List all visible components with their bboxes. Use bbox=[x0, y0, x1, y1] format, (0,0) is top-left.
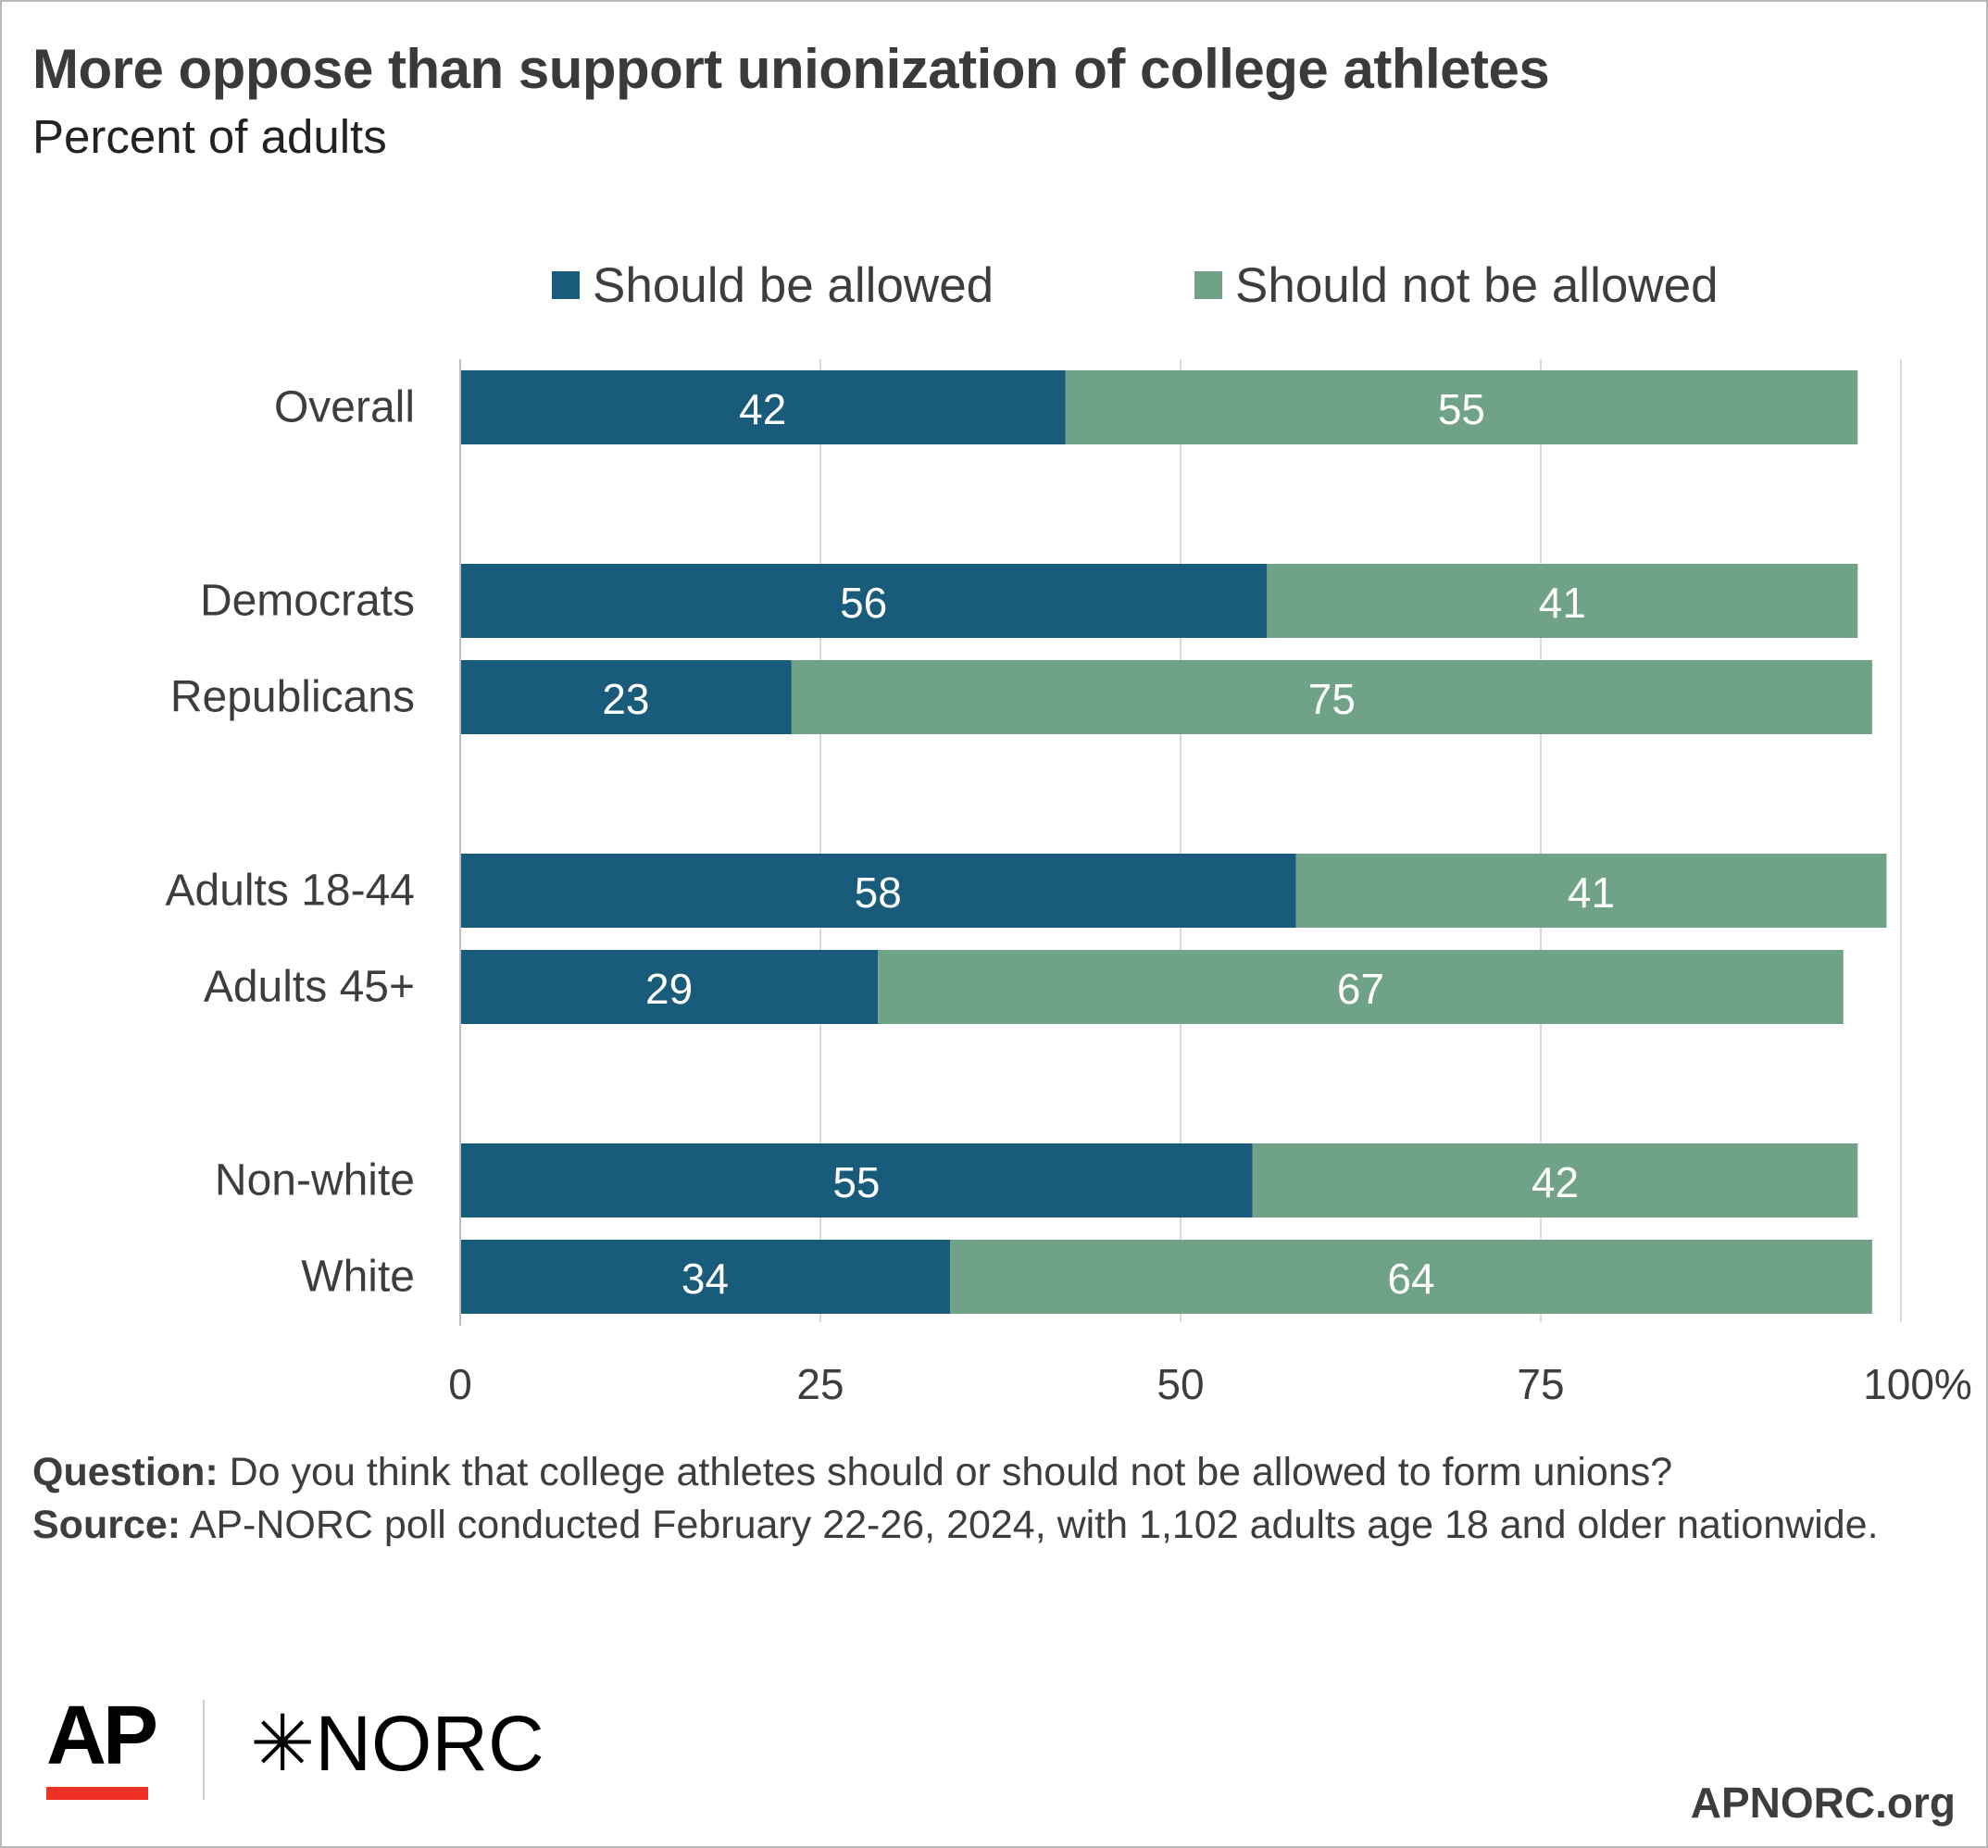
legend-swatch-should-be-allowed bbox=[552, 271, 580, 299]
x-tick-label-75: 75 bbox=[1517, 1360, 1564, 1408]
legend-label-should-be-allowed: Should be allowed bbox=[593, 257, 994, 313]
x-tick-label-100: 100% bbox=[1863, 1360, 1972, 1408]
bar-republicans-should-be-allowed bbox=[460, 660, 792, 734]
category-label-adults-45: Adults 45+ bbox=[204, 963, 415, 1012]
data-label-republicans-should-be-allowed: 23 bbox=[602, 675, 649, 723]
data-label-non-white-should-be-allowed: 55 bbox=[832, 1158, 880, 1206]
data-label-adults-45-should-not-be-allowed: 67 bbox=[1337, 965, 1384, 1013]
bar-adults-18-44-should-be-allowed bbox=[460, 854, 1296, 928]
category-label-republicans: Republicans bbox=[170, 673, 415, 722]
logo-divider bbox=[203, 1700, 205, 1800]
data-label-democrats-should-not-be-allowed: 41 bbox=[1539, 579, 1586, 627]
source-text: AP-NORC poll conducted February 22-26, 2… bbox=[189, 1503, 1879, 1547]
data-label-overall-should-not-be-allowed: 55 bbox=[1438, 385, 1485, 433]
bar-democrats-should-not-be-allowed bbox=[1267, 564, 1858, 638]
x-tick-label-25: 25 bbox=[796, 1360, 844, 1408]
category-label-democrats: Democrats bbox=[200, 577, 415, 626]
x-tick-label-50: 50 bbox=[1157, 1360, 1204, 1408]
data-label-republicans-should-not-be-allowed: 75 bbox=[1308, 675, 1356, 723]
ap-logo: AP bbox=[46, 1690, 158, 1782]
norc-logo: ✳NORC bbox=[250, 1702, 544, 1785]
data-label-adults-18-44-should-not-be-allowed: 41 bbox=[1568, 868, 1615, 917]
chart-subtitle: Percent of adults bbox=[32, 110, 387, 163]
bar-republicans-should-not-be-allowed bbox=[791, 660, 1872, 734]
bar-non-white-should-not-be-allowed bbox=[1252, 1143, 1858, 1217]
bar-adults-45-should-not-be-allowed bbox=[878, 950, 1844, 1024]
data-label-white-should-be-allowed: 34 bbox=[681, 1255, 729, 1303]
footer-url: APNORC.org bbox=[1690, 1779, 1956, 1827]
chart-title: More oppose than support unionization of… bbox=[32, 38, 1550, 100]
category-label-white: White bbox=[301, 1253, 415, 1302]
bar-democrats-should-be-allowed bbox=[460, 564, 1268, 638]
ap-logo-red-bar bbox=[46, 1787, 148, 1800]
data-label-adults-45-should-be-allowed: 29 bbox=[645, 965, 693, 1013]
category-label-non-white: Non-white bbox=[215, 1156, 415, 1205]
source-label: Source: bbox=[32, 1503, 181, 1547]
legend-item-should-be-allowed: Should be allowed bbox=[552, 256, 994, 315]
category-label-overall: Overall bbox=[274, 383, 415, 432]
bar-adults-18-44-should-not-be-allowed bbox=[1295, 854, 1887, 928]
footnote-source: Source: AP-NORC poll conducted February … bbox=[32, 1499, 1940, 1552]
legend-label-should-not-be-allowed: Should not be allowed bbox=[1235, 257, 1719, 313]
footnote-question: Question: Do you think that college athl… bbox=[32, 1446, 1940, 1499]
category-label-adults-18-44: Adults 18-44 bbox=[165, 867, 415, 916]
bar-white-should-be-allowed bbox=[460, 1240, 951, 1314]
bar-white-should-not-be-allowed bbox=[950, 1240, 1872, 1314]
stacked-bar-chart: Overall 42 55 Democrats 56 41 Republicans 23 75 A… bbox=[165, 359, 1972, 1408]
data-label-democrats-should-be-allowed: 56 bbox=[840, 579, 887, 627]
bar-adults-45-should-be-allowed bbox=[460, 950, 879, 1024]
data-label-non-white-should-not-be-allowed: 42 bbox=[1532, 1158, 1579, 1206]
bar-overall-should-be-allowed bbox=[460, 370, 1066, 444]
legend-item-should-not-be-allowed: Should not be allowed bbox=[1194, 256, 1719, 315]
question-label: Question: bbox=[32, 1450, 219, 1494]
data-label-overall-should-be-allowed: 42 bbox=[739, 385, 786, 433]
question-text: Do you think that college athletes shoul… bbox=[229, 1450, 1673, 1494]
legend-swatch-should-not-be-allowed bbox=[1194, 271, 1222, 299]
norc-star-icon: ✳ bbox=[250, 1700, 316, 1787]
footnote: Question: Do you think that college athl… bbox=[32, 1446, 1940, 1552]
x-tick-label-0: 0 bbox=[448, 1360, 472, 1408]
data-label-white-should-not-be-allowed: 64 bbox=[1387, 1255, 1434, 1303]
bar-overall-should-not-be-allowed bbox=[1065, 370, 1858, 444]
bar-non-white-should-be-allowed bbox=[460, 1143, 1253, 1217]
norc-wordmark: NORC bbox=[315, 1700, 544, 1787]
data-label-adults-18-44-should-be-allowed: 58 bbox=[855, 868, 902, 917]
